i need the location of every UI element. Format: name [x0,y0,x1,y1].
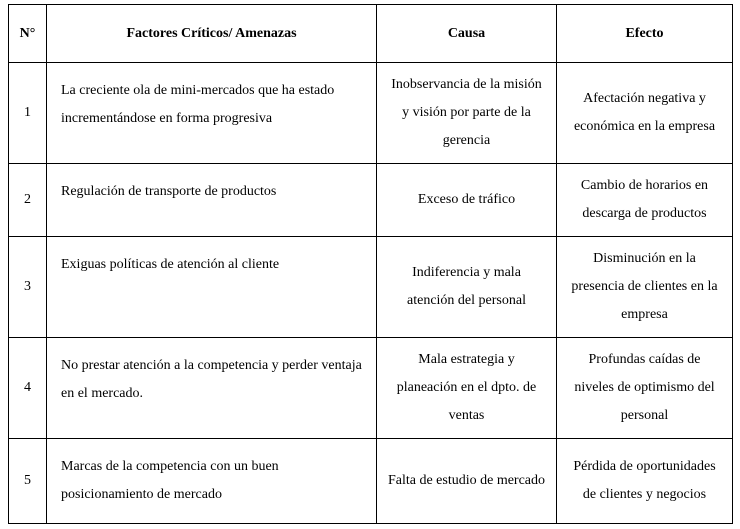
header-num: N° [9,5,47,63]
cell-causa: Mala estrategia y planeación en el dpto.… [377,338,557,439]
table-row: 3 Exiguas políticas de atención al clien… [9,237,733,338]
cell-causa: Inobservancia de la misión y visión por … [377,63,557,164]
table-row: 5 Marcas de la competencia con un buen p… [9,439,733,524]
cell-efecto: Cambio de horarios en descarga de produc… [557,164,733,237]
table-row: 2 Regulación de transporte de productos … [9,164,733,237]
cell-causa: Falta de estudio de mercado [377,439,557,524]
table-header: N° Factores Críticos/ Amenazas Causa Efe… [9,5,733,63]
cell-efecto: Disminución en la presencia de clientes … [557,237,733,338]
cell-efecto: Profundas caídas de niveles de optimismo… [557,338,733,439]
cell-num: 2 [9,164,47,237]
table-body: 1 La creciente ola de mini-mercados que … [9,63,733,524]
header-efecto: Efecto [557,5,733,63]
analysis-table: N° Factores Críticos/ Amenazas Causa Efe… [8,4,733,524]
cell-num: 4 [9,338,47,439]
cell-factor: No prestar atención a la competencia y p… [47,338,377,439]
header-row: N° Factores Críticos/ Amenazas Causa Efe… [9,5,733,63]
cell-num: 1 [9,63,47,164]
table-row: 4 No prestar atención a la competencia y… [9,338,733,439]
table-row: 1 La creciente ola de mini-mercados que … [9,63,733,164]
cell-factor: Regulación de transporte de productos [47,164,377,237]
cell-factor: La creciente ola de mini-mercados que ha… [47,63,377,164]
cell-causa: Indiferencia y mala atención del persona… [377,237,557,338]
header-causa: Causa [377,5,557,63]
header-factor: Factores Críticos/ Amenazas [47,5,377,63]
cell-efecto: Afectación negativa y económica en la em… [557,63,733,164]
cell-num: 3 [9,237,47,338]
cell-factor: Marcas de la competencia con un buen pos… [47,439,377,524]
cell-causa: Exceso de tráfico [377,164,557,237]
cell-num: 5 [9,439,47,524]
cell-efecto: Pérdida de oportunidades de clientes y n… [557,439,733,524]
cell-factor: Exiguas políticas de atención al cliente [47,237,377,338]
